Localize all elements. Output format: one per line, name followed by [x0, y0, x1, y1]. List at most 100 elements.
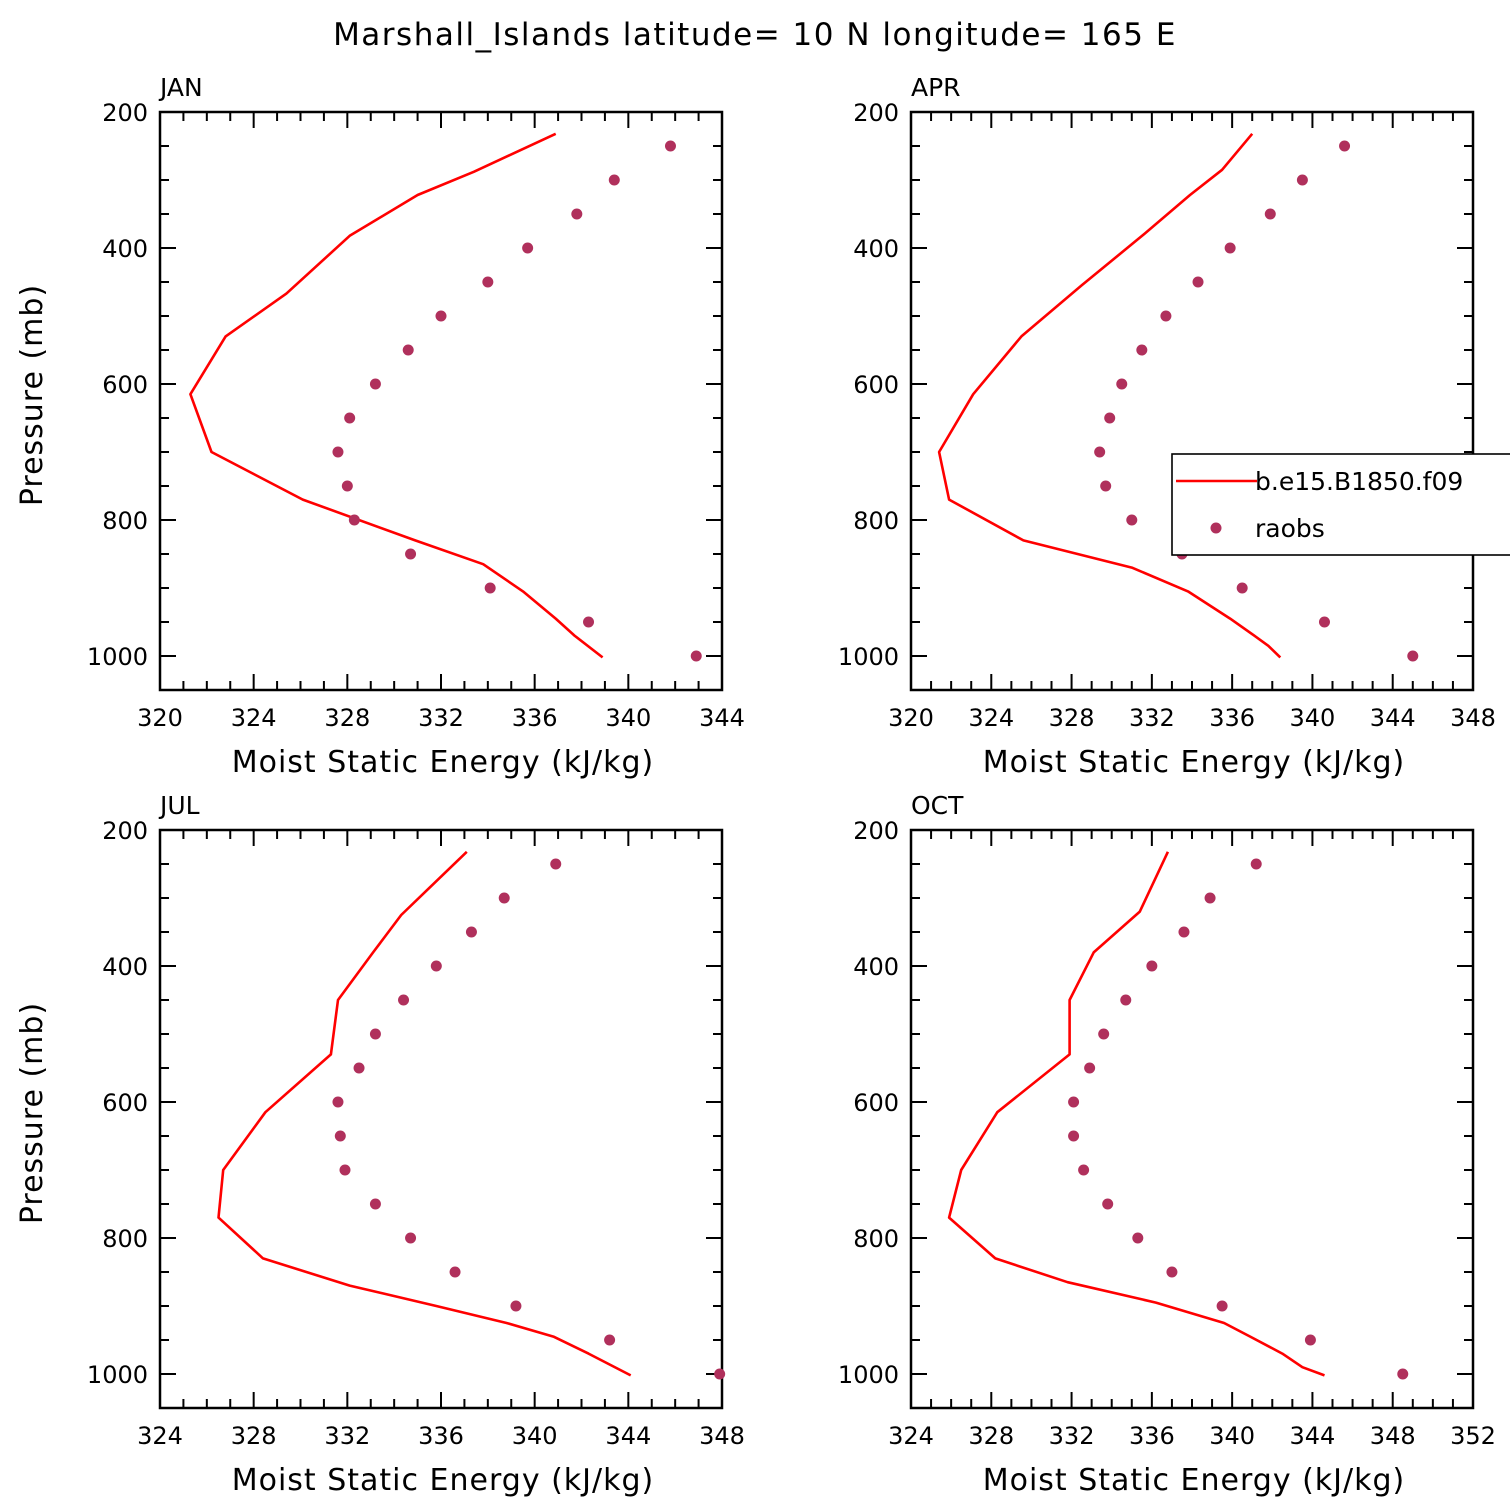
y-tick-label: 200	[853, 99, 899, 127]
raobs-point	[1102, 1198, 1114, 1210]
y-tick-label: 200	[853, 817, 899, 845]
raobs-point	[1104, 412, 1116, 424]
panel-jan: JAN 200 400 600 800 1000 320 324 328 332 336 340 344…	[15, 73, 745, 780]
x-tick-label: 344	[1370, 704, 1416, 732]
legend: b.e15.B1850.f09 raobs	[1171, 453, 1510, 556]
raobs-point	[344, 412, 356, 424]
y-tick-label: 1000	[838, 1361, 899, 1389]
raobs-point	[1160, 310, 1172, 322]
x-tick-label: 328	[968, 1422, 1014, 1450]
raobs-point	[522, 242, 534, 254]
y-tick-label: 800	[853, 1225, 899, 1253]
raobs-point	[348, 514, 360, 526]
x-tick-label: 344	[1290, 1422, 1336, 1450]
raobs-point	[1224, 242, 1236, 254]
raobs-point	[449, 1266, 461, 1278]
y-tick-label: 200	[102, 99, 148, 127]
raobs-point	[484, 582, 496, 594]
x-tick-label: 332	[1049, 1422, 1095, 1450]
y-tick-label: 1000	[87, 643, 148, 671]
x-tick-label: 340	[1209, 1422, 1255, 1450]
raobs-point	[1146, 960, 1158, 972]
x-tick-label: 348	[1370, 1422, 1416, 1450]
raobs-point	[353, 1062, 365, 1074]
x-tick-label: 336	[418, 1422, 464, 1450]
x-tick-label: 324	[968, 704, 1014, 732]
x-axis-label: Moist Static Energy (kJ/kg)	[983, 1463, 1406, 1498]
raobs-point	[1094, 446, 1106, 458]
panel-jul: JUL 200 400 600 800 1000 324 328 332 336 340 344 348…	[15, 791, 745, 1498]
raobs-point	[1084, 1062, 1096, 1074]
x-tick-label: 344	[699, 704, 745, 732]
y-tick-label: 600	[102, 371, 148, 399]
raobs-point	[1304, 1334, 1316, 1346]
x-tick-label: 328	[324, 704, 370, 732]
panel-title: OCT	[911, 791, 964, 820]
panel-oct: OCT 200 400 600 800 1000 324 328 332 336 340 344 348…	[838, 791, 1496, 1498]
model-line	[947, 851, 1325, 1377]
raobs-point	[341, 480, 353, 492]
raobs-point	[1136, 344, 1148, 356]
raobs-point	[430, 960, 442, 972]
y-tick-label: 400	[853, 235, 899, 263]
raobs-point	[550, 858, 562, 870]
raobs-point	[498, 892, 510, 904]
x-tick-label: 324	[231, 704, 277, 732]
raobs-point	[1132, 1232, 1144, 1244]
model-line	[937, 132, 1282, 659]
raobs-point	[1318, 616, 1330, 628]
y-tick-label: 800	[102, 1225, 148, 1253]
raobs-point	[465, 926, 477, 938]
x-tick-label: 336	[512, 704, 558, 732]
y-tick-label: 600	[853, 1089, 899, 1117]
raobs-point	[369, 1028, 381, 1040]
raobs-point	[714, 1368, 726, 1380]
y-tick-label: 600	[102, 1089, 148, 1117]
axes-frame	[909, 828, 1475, 1410]
x-tick-label: 320	[888, 704, 934, 732]
legend-label-obs: raobs	[1255, 514, 1325, 543]
x-tick-label: 328	[1049, 704, 1095, 732]
x-tick-label: 332	[1129, 704, 1175, 732]
x-tick-label: 320	[137, 704, 183, 732]
raobs-point	[1204, 892, 1216, 904]
y-tick-label: 400	[102, 235, 148, 263]
y-tick-label: 400	[853, 953, 899, 981]
x-tick-label: 340	[1290, 704, 1336, 732]
axes-frame	[158, 828, 724, 1410]
x-tick-label: 336	[1209, 704, 1255, 732]
x-tick-label: 340	[512, 1422, 558, 1450]
raobs-point	[510, 1300, 522, 1312]
raobs-point	[405, 1232, 417, 1244]
raobs-point	[332, 1096, 344, 1108]
panel-title: JUL	[158, 791, 200, 820]
x-axis-label: Moist Static Energy (kJ/kg)	[232, 1463, 655, 1498]
y-tick-label: 400	[102, 953, 148, 981]
panel-title: JAN	[158, 73, 203, 102]
raobs-point	[1339, 140, 1351, 152]
axes-frame	[909, 110, 1475, 692]
raobs-point	[1068, 1096, 1080, 1108]
panel-title: APR	[911, 73, 961, 102]
x-tick-label: 340	[605, 704, 651, 732]
raobs-point	[339, 1164, 351, 1176]
y-tick-label: 800	[853, 507, 899, 535]
raobs-point	[332, 446, 344, 458]
raobs-point	[690, 650, 702, 662]
model-line	[217, 850, 632, 1377]
x-axis-label: Moist Static Energy (kJ/kg)	[983, 745, 1406, 780]
x-tick-label: 344	[605, 1422, 651, 1450]
raobs-point	[1192, 276, 1204, 288]
x-tick-label: 348	[699, 1422, 745, 1450]
model-line	[189, 132, 604, 659]
raobs-point	[1100, 480, 1112, 492]
raobs-point	[604, 1334, 616, 1346]
raobs-point	[405, 548, 417, 560]
y-tick-label: 800	[102, 507, 148, 535]
y-tick-label: 1000	[838, 643, 899, 671]
x-tick-label: 324	[888, 1422, 934, 1450]
y-tick-label: 600	[853, 371, 899, 399]
y-axis-label: Pressure (mb)	[15, 284, 50, 506]
y-axis-label: Pressure (mb)	[15, 1002, 50, 1224]
raobs-point	[1078, 1164, 1090, 1176]
